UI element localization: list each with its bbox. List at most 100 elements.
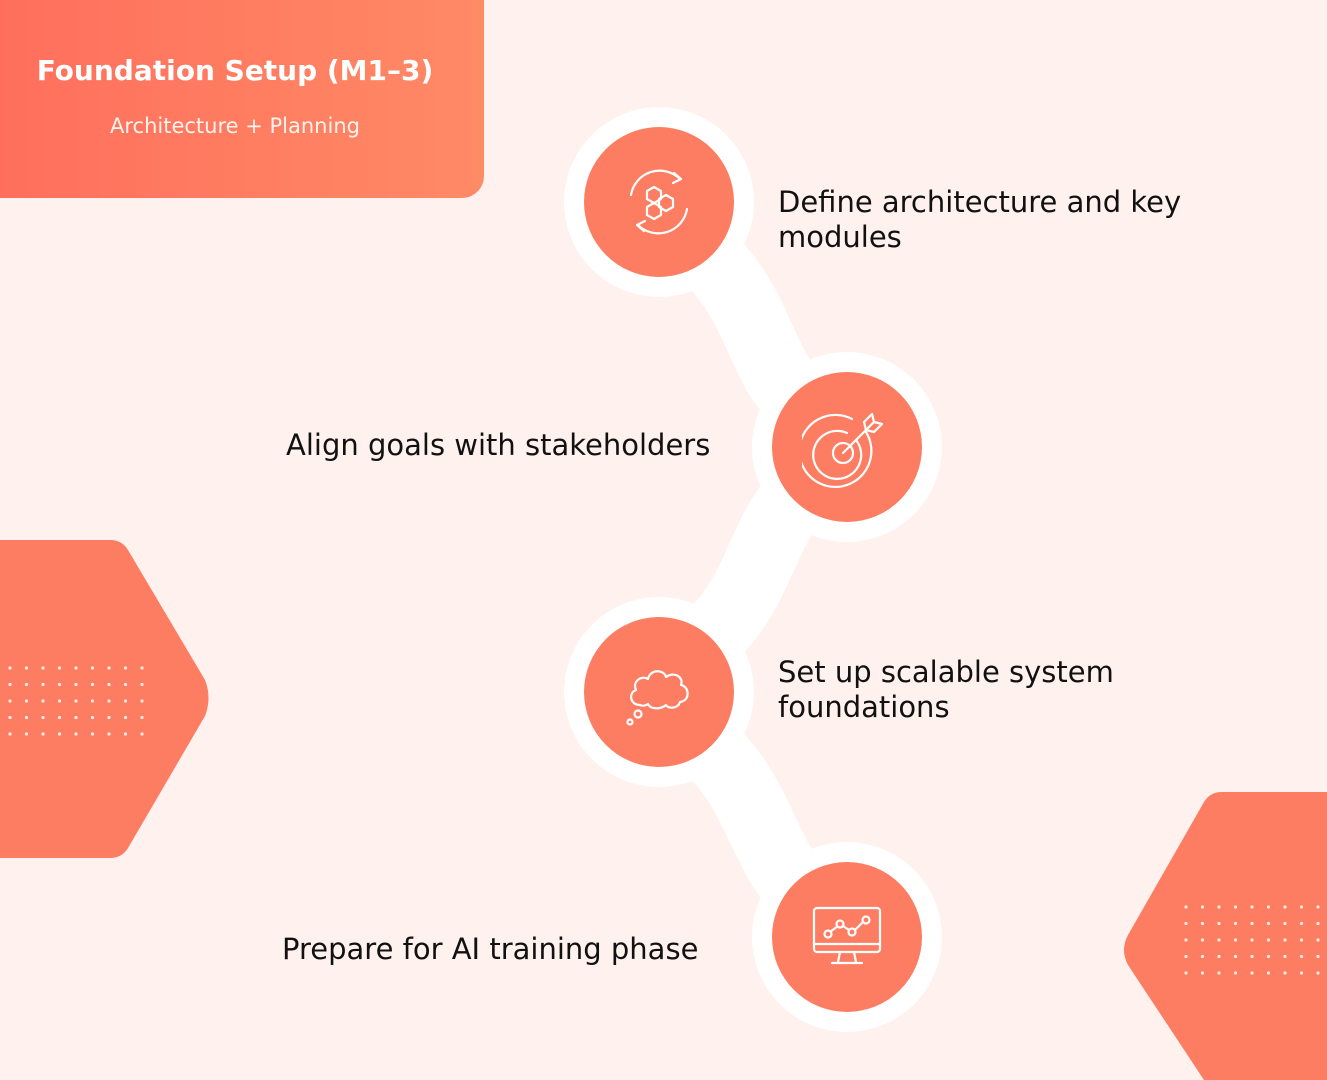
dot [1184, 971, 1188, 975]
dot [140, 715, 144, 720]
dot [1266, 954, 1271, 959]
dot [1184, 921, 1188, 926]
dot [1299, 905, 1304, 909]
dot [57, 699, 62, 703]
dot [140, 699, 144, 703]
dot [107, 715, 111, 720]
dot [57, 732, 62, 736]
dot [41, 666, 45, 670]
dot [1184, 905, 1188, 909]
dot [1217, 971, 1221, 975]
dot [1250, 921, 1254, 926]
dot [1283, 905, 1287, 909]
dot [1283, 921, 1287, 926]
dot [1233, 971, 1238, 975]
header-subtitle: Architecture + Planning [110, 114, 360, 138]
dot [24, 715, 29, 720]
step-1-text: Define architecture and key modules [778, 185, 1182, 254]
dot [24, 699, 29, 703]
header-banner: Foundation Setup (M1–3) Architecture + P… [0, 0, 484, 198]
dot [1316, 905, 1320, 909]
dot [74, 732, 78, 736]
dot [41, 699, 45, 703]
step-1-bubble [584, 127, 734, 277]
dot [1266, 971, 1271, 975]
dot [123, 715, 128, 720]
dot [90, 682, 95, 687]
thought-cloud-icon [626, 670, 689, 726]
dot [1250, 905, 1254, 909]
dot [1250, 938, 1254, 942]
dot [8, 682, 12, 687]
monitor-chart-icon [812, 906, 882, 965]
left-hexagon-shape [0, 540, 209, 858]
dot [90, 666, 95, 670]
dot [1233, 954, 1238, 959]
step-3-text: Set up scalable system foundations [778, 655, 1114, 724]
dot [107, 732, 111, 736]
dot [1299, 938, 1304, 942]
step-4-text: Prepare for AI training phase [282, 932, 699, 966]
timeline-connector [665, 215, 835, 925]
dot [1299, 954, 1304, 959]
dot [74, 682, 78, 687]
dot [1233, 905, 1238, 909]
dot [1283, 971, 1287, 975]
target-arrow-icon [802, 412, 884, 488]
dot [140, 666, 144, 670]
dot [8, 715, 12, 720]
dot [41, 732, 45, 736]
dot [1283, 954, 1287, 959]
right-hexagon-shape [1124, 792, 1327, 1080]
dot [8, 732, 12, 736]
dot [57, 666, 62, 670]
dot [123, 682, 128, 687]
dot [1316, 954, 1320, 959]
dot [1200, 938, 1205, 942]
dot [123, 732, 128, 736]
dot [1233, 938, 1238, 942]
left-dot-grid [8, 666, 144, 736]
dot [107, 699, 111, 703]
dot [1316, 971, 1320, 975]
dot [74, 666, 78, 670]
right-dot-grid [1184, 905, 1320, 975]
dot [74, 699, 78, 703]
dot [1217, 954, 1221, 959]
dot [1233, 921, 1238, 926]
dot [90, 715, 95, 720]
dot [1250, 971, 1254, 975]
step-3-bubble [584, 617, 734, 767]
dot [74, 715, 78, 720]
step-4-bubble [772, 862, 922, 1012]
step-2-text: Align goals with stakeholders [286, 428, 711, 462]
dot [57, 715, 62, 720]
dot [24, 732, 29, 736]
dot [41, 715, 45, 720]
dot [1299, 921, 1304, 926]
dot [1266, 938, 1271, 942]
dot [1217, 921, 1221, 926]
dot [90, 732, 95, 736]
dot [1217, 905, 1221, 909]
dot [1316, 921, 1320, 926]
dot [24, 682, 29, 687]
dot [1250, 954, 1254, 959]
dot [1200, 954, 1205, 959]
dot [1266, 905, 1271, 909]
dot [90, 699, 95, 703]
dot [140, 682, 144, 687]
dot [1200, 971, 1205, 975]
dot [24, 666, 29, 670]
dot [107, 682, 111, 687]
hexagon-cycle-icon [629, 169, 689, 235]
dot [1200, 905, 1205, 909]
dot [8, 666, 12, 670]
dot [1316, 938, 1320, 942]
dot [57, 682, 62, 687]
dot [1283, 938, 1287, 942]
header-title: Foundation Setup (M1–3) [36, 54, 434, 87]
dot [1266, 921, 1271, 926]
dot [123, 666, 128, 670]
dot [1184, 938, 1188, 942]
